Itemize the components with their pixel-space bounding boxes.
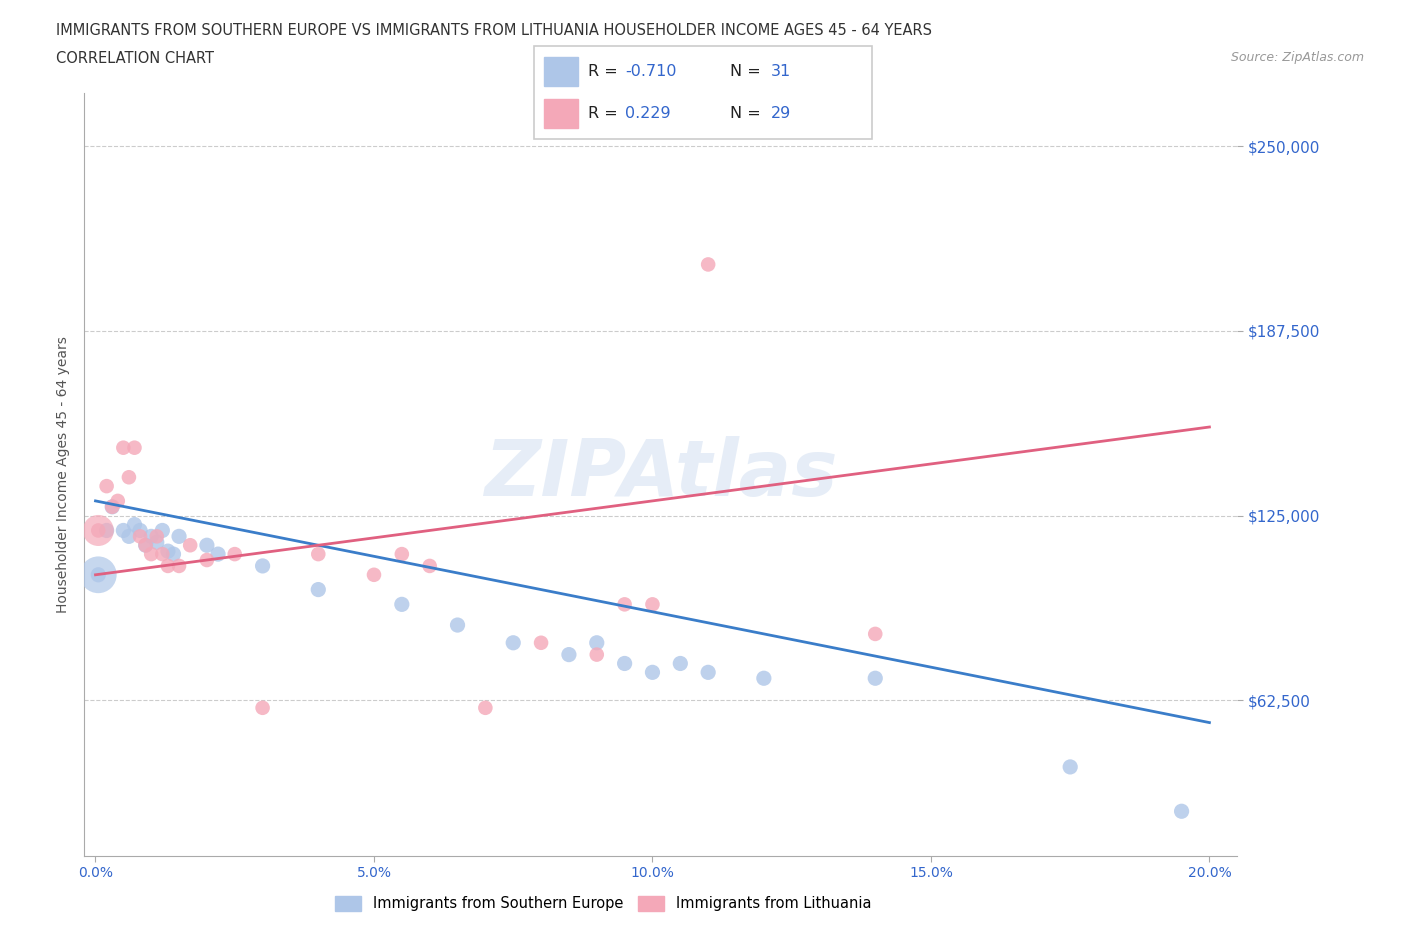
Point <box>124 440 146 455</box>
Point <box>530 635 553 650</box>
Point <box>391 597 413 612</box>
Point <box>252 700 274 715</box>
Point <box>865 627 887 642</box>
Point <box>474 700 496 715</box>
Point <box>585 635 607 650</box>
Point <box>307 582 329 597</box>
Point <box>697 257 720 272</box>
Point <box>141 547 163 562</box>
Point <box>419 559 441 574</box>
Point <box>641 665 664 680</box>
Point <box>112 440 135 455</box>
Point <box>167 529 190 544</box>
Legend: Immigrants from Southern Europe, Immigrants from Lithuania: Immigrants from Southern Europe, Immigra… <box>329 890 877 917</box>
Text: 29: 29 <box>770 106 790 121</box>
Point <box>107 494 129 509</box>
Point <box>195 538 218 552</box>
Text: IMMIGRANTS FROM SOUTHERN EUROPE VS IMMIGRANTS FROM LITHUANIA HOUSEHOLDER INCOME : IMMIGRANTS FROM SOUTHERN EUROPE VS IMMIG… <box>56 23 932 38</box>
Point <box>124 517 146 532</box>
Point <box>156 559 179 574</box>
Y-axis label: Householder Income Ages 45 - 64 years: Householder Income Ages 45 - 64 years <box>56 336 70 613</box>
Point <box>87 523 110 538</box>
Text: Source: ZipAtlas.com: Source: ZipAtlas.com <box>1230 51 1364 64</box>
Point <box>558 647 581 662</box>
Point <box>145 535 167 550</box>
Text: N =: N = <box>730 106 766 121</box>
Point <box>669 656 692 671</box>
Point <box>156 544 179 559</box>
Text: -0.710: -0.710 <box>626 64 676 79</box>
Text: 31: 31 <box>770 64 790 79</box>
Point <box>101 499 124 514</box>
Point <box>150 523 173 538</box>
Point <box>162 547 184 562</box>
Point <box>613 656 636 671</box>
Point <box>1170 804 1192 818</box>
Point <box>87 523 110 538</box>
Point <box>112 523 135 538</box>
Point <box>96 479 118 494</box>
Text: N =: N = <box>730 64 766 79</box>
Text: R =: R = <box>588 106 623 121</box>
Bar <box>544 57 578 86</box>
Text: ZIPAtlas: ZIPAtlas <box>484 436 838 512</box>
Point <box>697 665 720 680</box>
Point <box>145 529 167 544</box>
Point <box>224 547 246 562</box>
Point <box>135 538 157 552</box>
Point <box>363 567 385 582</box>
Point <box>135 538 157 552</box>
Point <box>1059 760 1081 775</box>
Point <box>96 523 118 538</box>
Point <box>613 597 636 612</box>
Point <box>141 529 163 544</box>
Point <box>207 547 229 562</box>
Bar <box>544 99 578 128</box>
Point <box>252 559 274 574</box>
Point <box>118 529 141 544</box>
Point <box>391 547 413 562</box>
Point <box>101 499 124 514</box>
Point <box>446 618 468 632</box>
Text: 0.229: 0.229 <box>626 106 671 121</box>
Point <box>195 552 218 567</box>
Point <box>118 470 141 485</box>
Text: R =: R = <box>588 64 623 79</box>
Point <box>87 567 110 582</box>
Point <box>150 547 173 562</box>
Point <box>167 559 190 574</box>
Point <box>129 523 152 538</box>
Point <box>179 538 201 552</box>
Point <box>865 671 887 685</box>
Point <box>502 635 524 650</box>
Point <box>87 567 110 582</box>
Point <box>129 529 152 544</box>
Point <box>641 597 664 612</box>
Point <box>585 647 607 662</box>
Point <box>752 671 775 685</box>
Point <box>307 547 329 562</box>
Text: CORRELATION CHART: CORRELATION CHART <box>56 51 214 66</box>
